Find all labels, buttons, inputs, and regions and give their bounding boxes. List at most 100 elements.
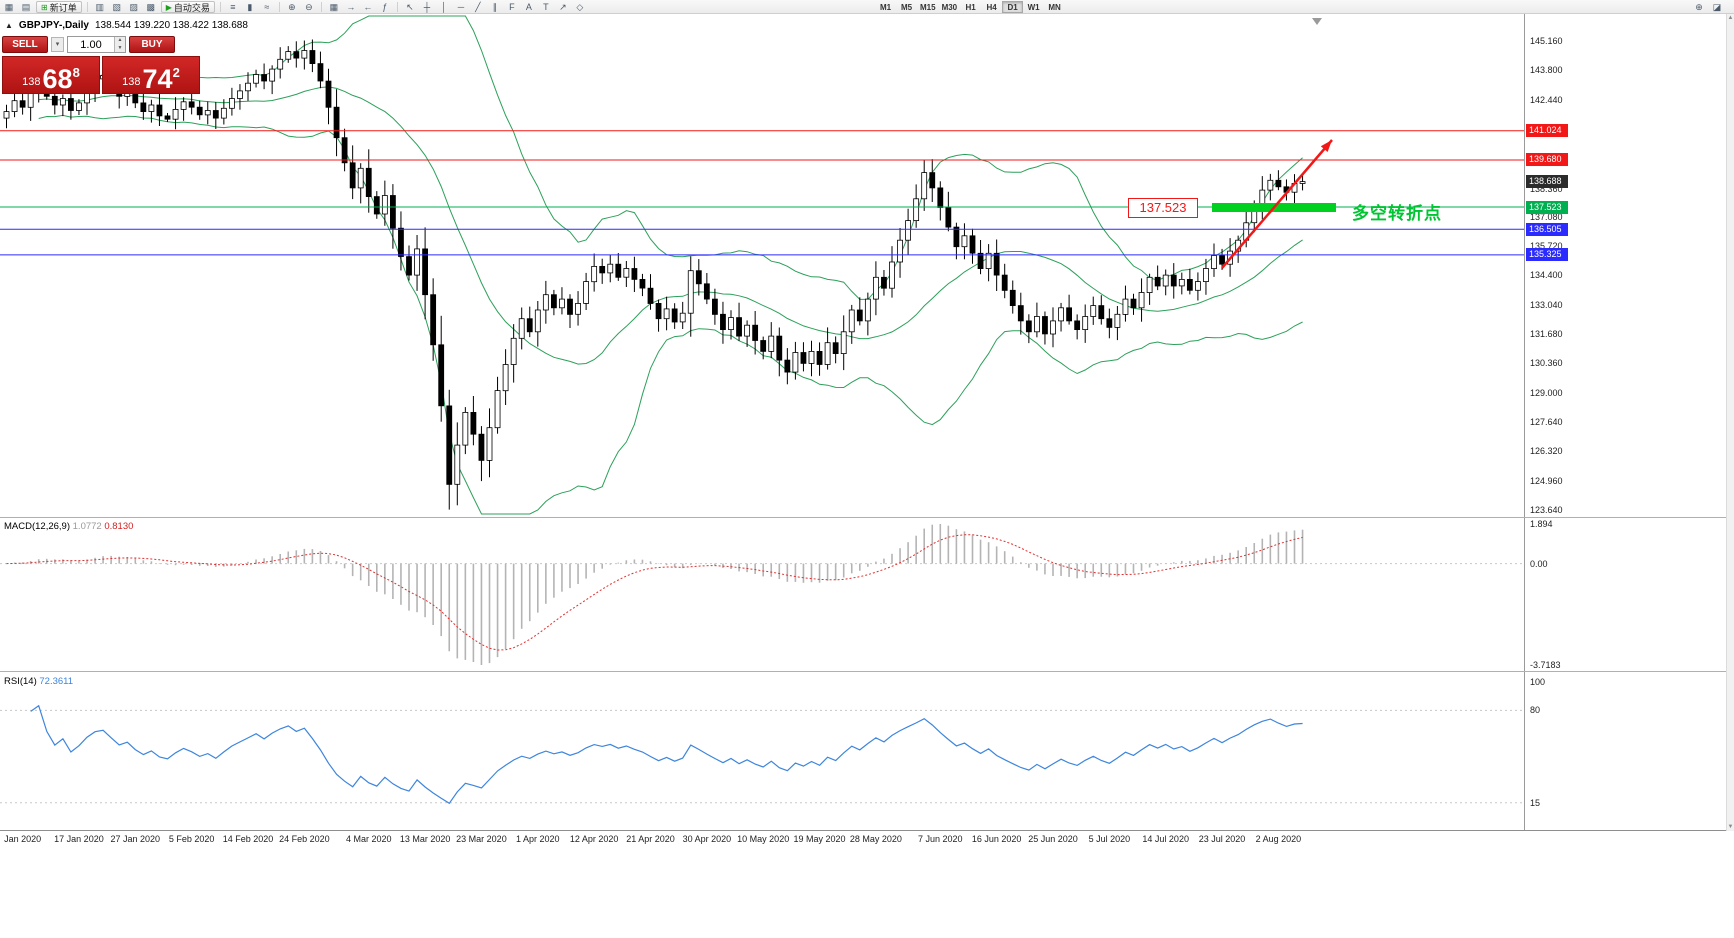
edit-icon[interactable]: ◪ xyxy=(1712,2,1722,12)
price-tick: 123.640 xyxy=(1530,504,1563,515)
timeframe-d1[interactable]: D1 xyxy=(1002,1,1024,13)
price-tick: 135.720 xyxy=(1530,241,1563,252)
bars-chart-icon[interactable]: ≡ xyxy=(230,2,236,12)
price-tick: 126.320 xyxy=(1530,446,1563,457)
line-chart-icon[interactable]: ≈ xyxy=(264,2,270,12)
bid-pip-digit: 8 xyxy=(72,65,80,80)
panel-divider-rsi[interactable] xyxy=(0,671,1734,672)
timeframe-h4[interactable]: H4 xyxy=(986,3,997,12)
macd-signal-line xyxy=(6,534,1303,651)
rsi-panel-canvas[interactable] xyxy=(0,672,1524,830)
rsi-axis-80: 80 xyxy=(1530,705,1541,716)
stepper-up-icon[interactable]: ▲ xyxy=(117,37,123,43)
indicators-icon[interactable]: ƒ xyxy=(382,2,388,12)
toolbar-separator xyxy=(278,2,280,12)
macd-histogram xyxy=(13,524,1304,665)
date-tick: 10 May 2020 xyxy=(737,834,790,844)
terminal-icon[interactable]: ▩ xyxy=(146,2,155,12)
crosshair-icon[interactable]: ┼ xyxy=(423,2,431,12)
volume-input[interactable] xyxy=(68,37,114,52)
trend-arrow[interactable] xyxy=(1221,139,1333,269)
vertical-scrollbar[interactable]: ▲ ▼ xyxy=(1726,14,1734,831)
chart-profiles-icon[interactable]: ▤ xyxy=(21,2,31,12)
new-order-button[interactable]: ⊞ 新订单 xyxy=(36,1,82,13)
date-tick: 5 Feb 2020 xyxy=(168,834,215,844)
price-badge: 138.688 xyxy=(1526,175,1568,189)
shapes-icon[interactable]: ◇ xyxy=(576,2,584,12)
rsi-axis-100: 100 xyxy=(1530,677,1546,687)
price-tiles-row: 138 68 8 138 74 2 xyxy=(2,56,202,94)
main-chart-canvas[interactable] xyxy=(0,14,1524,517)
candlestick-chart-icon[interactable]: ▮ xyxy=(247,2,253,12)
bollinger-bands xyxy=(38,15,1303,515)
new-chart-icon[interactable]: ▦ xyxy=(4,2,14,12)
scroll-down-icon[interactable]: ▼ xyxy=(1727,824,1734,830)
volume-dropdown-icon[interactable]: ▾ xyxy=(51,37,64,52)
date-tick: 4 Mar 2020 xyxy=(345,834,392,844)
zoom-in-icon[interactable]: ⊕ xyxy=(288,2,296,12)
timeframe-m30[interactable]: M30 xyxy=(941,3,958,12)
chart-shift-marker[interactable] xyxy=(1312,18,1322,25)
ohlc-readout: 138.544 139.220 138.422 138.688 xyxy=(94,20,248,31)
zoom-out-icon[interactable]: ⊖ xyxy=(305,2,313,12)
chart-shift-icon[interactable]: ← xyxy=(363,2,373,12)
panel-divider-macd[interactable] xyxy=(0,517,1734,518)
text-icon[interactable]: A xyxy=(525,2,532,12)
timeframe-m1[interactable]: M1 xyxy=(879,3,892,12)
navigator-icon[interactable]: ▨ xyxy=(129,2,138,12)
trendline-icon[interactable]: ╱ xyxy=(475,2,481,12)
candles-layer xyxy=(3,39,1306,510)
autotrading-button[interactable]: ▶ 自动交易 xyxy=(160,1,215,13)
search-icon[interactable]: ⊕ xyxy=(1695,2,1703,12)
price-tick: 138.360 xyxy=(1530,183,1563,194)
bid-price-tile[interactable]: 138 68 8 xyxy=(2,56,100,94)
vertical-line-icon[interactable]: │ xyxy=(441,2,447,12)
timeframe-m5[interactable]: M5 xyxy=(900,3,913,12)
data-window-icon[interactable]: ▧ xyxy=(112,2,121,12)
ask-price-tile[interactable]: 138 74 2 xyxy=(102,56,200,94)
autotrading-label: 自动交易 xyxy=(173,2,210,13)
fibonacci-icon[interactable]: F xyxy=(509,2,515,12)
macd-panel-canvas[interactable] xyxy=(0,518,1524,671)
play-icon: ▶ xyxy=(165,2,172,12)
timeframe-m15[interactable]: M15 xyxy=(920,3,936,12)
rsi-name: RSI(14) xyxy=(4,676,37,687)
date-axis-divider xyxy=(0,830,1734,831)
auto-scroll-icon[interactable]: → xyxy=(346,2,356,12)
price-tick: 145.160 xyxy=(1530,35,1563,46)
macd-main-value: 1.0772 xyxy=(72,521,102,532)
price-tick: 133.040 xyxy=(1530,299,1563,310)
label-icon[interactable]: T xyxy=(543,2,549,12)
date-tick: 25 Jun 2020 xyxy=(1028,834,1078,844)
price-badge: 139.680 xyxy=(1526,153,1568,167)
price-badge: 137.523 xyxy=(1526,200,1568,214)
toolbar-left-group: ▦ ▤ ⊞ 新订单 ▥ ▧ ▨ ▩ ▶ 自动交易 ≡ ▮ ≈ ⊕ ⊖ ▦ → ← ƒ ↖ ┼ │ ─ ╱ ∥ F A T ↗ ◇ xyxy=(2,0,587,14)
horizontal-line-icon[interactable]: ─ xyxy=(457,2,465,12)
ask-big-digits: 74 xyxy=(142,64,173,94)
timeframe-w1[interactable]: W1 xyxy=(1027,3,1040,12)
macd-axis-bottom: -3.7183 xyxy=(1530,660,1561,670)
timeframe-h1[interactable]: H1 xyxy=(965,3,976,12)
market-watch-icon[interactable]: ▥ xyxy=(95,2,104,12)
macd-axis-top: 1.894 xyxy=(1530,519,1553,529)
sell-button[interactable]: SELL xyxy=(2,36,48,53)
buy-button[interactable]: BUY xyxy=(129,36,175,53)
horizontal-level-lines[interactable] xyxy=(0,130,1524,256)
volume-stepper[interactable]: ▲ ▼ xyxy=(114,37,125,52)
price-badge: 135.325 xyxy=(1526,248,1568,262)
timeframe-mn[interactable]: MN xyxy=(1048,3,1061,12)
date-tick: 24 Feb 2020 xyxy=(279,834,330,844)
price-tick: 127.640 xyxy=(1530,417,1563,428)
stepper-down-icon[interactable]: ▼ xyxy=(117,44,123,51)
macd-name: MACD(12,26,9) xyxy=(4,521,70,532)
toolbar-separator xyxy=(320,2,322,12)
tile-windows-icon[interactable]: ▦ xyxy=(329,2,339,12)
scroll-up-icon[interactable]: ▲ xyxy=(1727,15,1734,21)
price-tick: 143.800 xyxy=(1530,65,1563,76)
cursor-icon[interactable]: ↖ xyxy=(406,2,414,12)
channel-icon[interactable]: ∥ xyxy=(492,2,498,12)
arrow-tool-icon[interactable]: ↗ xyxy=(559,2,567,12)
date-tick: 7 Jun 2020 xyxy=(918,834,963,844)
collapse-panel-icon[interactable]: ▲ xyxy=(5,21,13,30)
rsi-indicator-label: RSI(14) 72.3611 xyxy=(4,676,74,687)
